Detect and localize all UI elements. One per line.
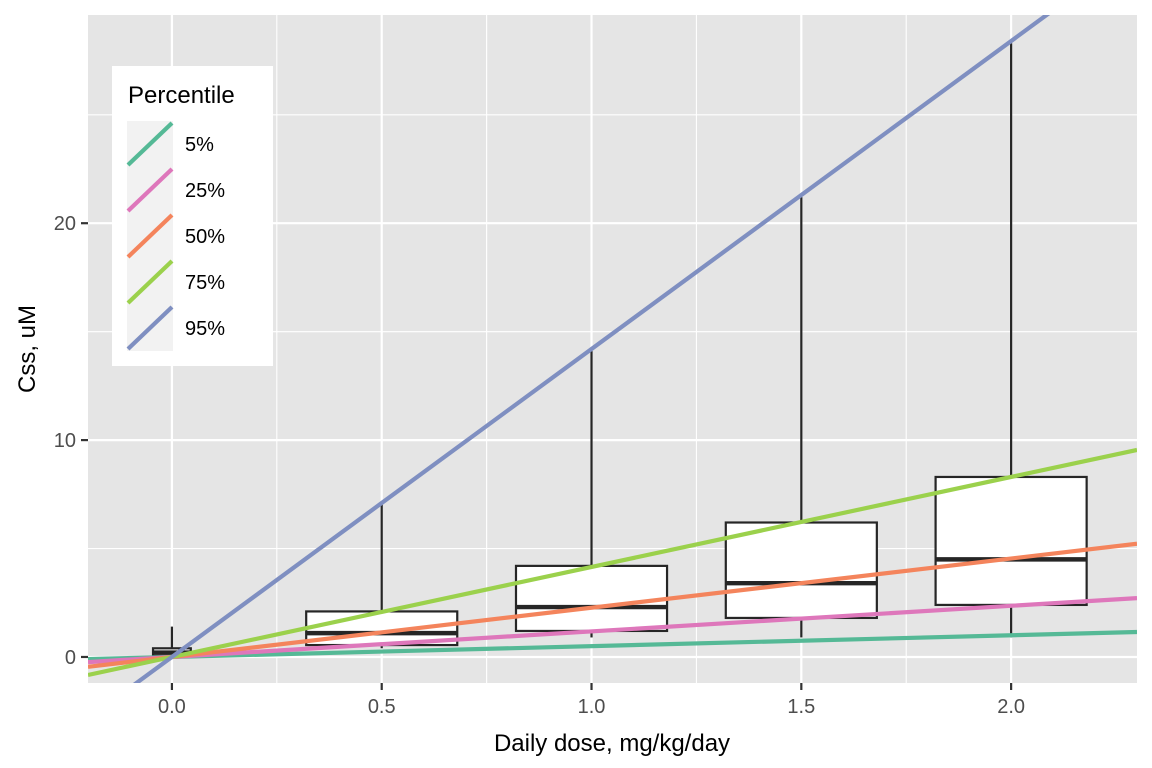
series-line-50pct [88, 541, 1137, 669]
box-body [724, 521, 878, 620]
legend-entry-50pct: 50% [126, 213, 225, 259]
legend-entry-5pct: 5% [126, 121, 214, 167]
legend-entry-95pct: 95% [126, 305, 225, 351]
x-tick-label: 2.0 [997, 696, 1025, 718]
legend-key-line [126, 121, 174, 167]
legend-entry-75pct: 75% [126, 259, 225, 305]
box-body [514, 564, 669, 633]
series-line-5pct [88, 629, 1137, 662]
boxplot-4 [934, 43, 1088, 638]
legend-label: 75% [185, 272, 225, 294]
series-line-75pct [88, 447, 1137, 678]
y-tick-label: 20 [54, 213, 76, 235]
legend-label: 5% [185, 134, 214, 156]
legend-key-line [126, 167, 174, 213]
y-tick-label: 10 [54, 430, 76, 452]
series-line-25pct [88, 596, 1137, 665]
legend-label: 25% [185, 180, 225, 202]
legend-key-line [126, 213, 174, 259]
legend-label: 95% [185, 318, 225, 340]
x-axis-title: Daily dose, mg/kg/day [494, 730, 730, 757]
legend-entry-25pct: 25% [126, 167, 225, 213]
boxplot-3 [724, 197, 878, 638]
x-tick-label: 0.5 [368, 696, 396, 718]
box-body [934, 475, 1088, 607]
legend-title: Percentile [128, 82, 235, 109]
x-tick-label: 0.0 [158, 696, 186, 718]
y-tick-label: 0 [65, 647, 76, 669]
x-tick-label: 1.0 [578, 696, 606, 718]
legend-label: 50% [185, 226, 225, 248]
series-line-95pct [132, 15, 1051, 683]
legend-key-line [126, 305, 174, 351]
x-tick-label: 1.5 [787, 696, 815, 718]
legend-key-line [126, 259, 174, 305]
y-axis-title: Css, uM [14, 305, 41, 393]
